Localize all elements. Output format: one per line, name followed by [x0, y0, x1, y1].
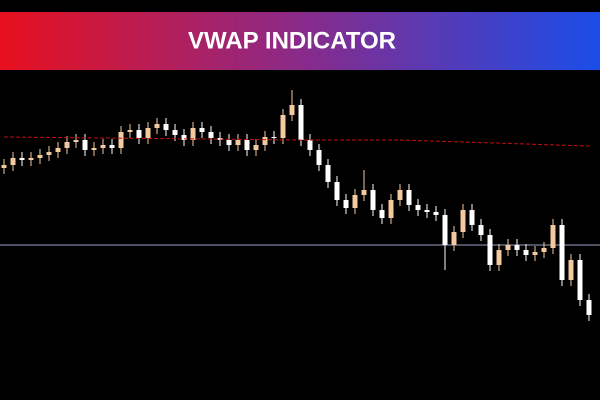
candle-body	[379, 210, 385, 218]
candle-body	[505, 245, 511, 250]
candle-body	[550, 225, 556, 248]
candle-body	[226, 140, 232, 145]
candle-body	[28, 158, 34, 160]
candle-body	[262, 137, 268, 145]
candle-body	[325, 165, 331, 182]
candle-body	[253, 145, 259, 150]
candle-body	[271, 137, 277, 138]
candle-body	[136, 130, 142, 138]
candle-body	[199, 128, 205, 132]
candle-body	[10, 158, 16, 165]
candle-body	[145, 128, 151, 138]
candle-body	[127, 130, 133, 132]
candle-body	[181, 135, 187, 140]
candle-body	[424, 210, 430, 212]
candle-body	[172, 130, 178, 135]
candle-body	[433, 212, 439, 215]
candle-body	[55, 148, 61, 152]
candle-body	[523, 250, 529, 255]
candle-body	[208, 132, 214, 138]
candle-body	[343, 200, 349, 208]
candle-body	[487, 235, 493, 265]
candle-body	[64, 142, 70, 148]
candle-body	[100, 145, 106, 148]
candle-body	[442, 215, 448, 245]
candle-body	[289, 105, 295, 115]
candle-body	[541, 248, 547, 252]
candle-body	[559, 225, 565, 280]
candle-body	[109, 145, 115, 148]
banner	[0, 12, 600, 70]
candle-body	[415, 205, 421, 210]
candle-body	[460, 210, 466, 232]
candle-body	[73, 140, 79, 142]
candle-body	[388, 200, 394, 218]
candle-body	[190, 128, 196, 140]
candle-body	[586, 300, 592, 315]
candle-body	[361, 190, 367, 195]
candle-body	[469, 210, 475, 225]
candle-body	[316, 150, 322, 165]
candle-body	[154, 124, 160, 128]
candle-body	[451, 232, 457, 245]
candle-body	[478, 225, 484, 235]
candle-body	[46, 152, 52, 155]
candle-body	[307, 140, 313, 150]
candle-body	[19, 158, 25, 160]
candle-body	[235, 140, 241, 145]
candle-body	[280, 115, 286, 138]
candle-body	[298, 105, 304, 140]
candle-body	[334, 182, 340, 200]
candle-body	[82, 140, 88, 150]
candle-body	[577, 260, 583, 300]
candle-body	[91, 148, 97, 150]
candle-body	[397, 190, 403, 200]
candle-body	[370, 190, 376, 210]
candle-body	[37, 155, 43, 158]
candle-body	[118, 132, 124, 148]
candle-body	[406, 190, 412, 205]
chart-title: VWAP INDICATOR	[188, 27, 396, 54]
candle-body	[532, 252, 538, 255]
candle-body	[352, 195, 358, 208]
candle-body	[163, 124, 169, 130]
candle-body	[1, 165, 7, 168]
candle-body	[514, 245, 520, 250]
candle-body	[496, 250, 502, 265]
candle-body	[568, 260, 574, 280]
candle-body	[244, 140, 250, 150]
